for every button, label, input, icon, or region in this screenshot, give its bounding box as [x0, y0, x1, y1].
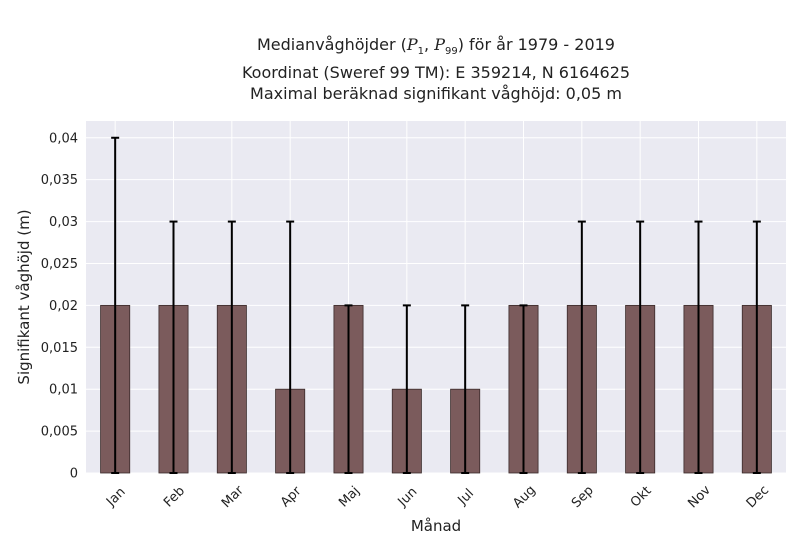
y-tick-label: 0,02	[49, 299, 78, 314]
error-bar-maj	[344, 304, 353, 474]
y-tick-label: 0,025	[41, 257, 78, 272]
y-tick-label: 0,005	[41, 425, 78, 440]
x-tick-label-aug: Aug	[510, 483, 539, 512]
x-tick-label-dec: Dec	[744, 483, 772, 511]
x-tick-label-jun: Jun	[395, 485, 421, 511]
error-bars	[111, 136, 761, 474]
title-line-2: Koordinat (Sweref 99 TM): E 359214, N 61…	[241, 63, 631, 83]
error-bar-nov	[694, 220, 703, 474]
x-tick-label-maj: Maj	[336, 484, 363, 511]
error-bar-sep	[577, 220, 586, 474]
x-axis-label: Månad	[411, 517, 461, 535]
plot-area	[86, 121, 786, 473]
x-axis-ticks: Jan Feb Mar Apr Maj Jun Jul Aug Sep Okt Nov Dec	[103, 483, 772, 512]
x-tick-label-sep: Sep	[569, 483, 597, 511]
y-axis-label: Signifikant våghöjd (m)	[15, 209, 33, 384]
title-line-3: Maximal beräknad signifikant våghöjd: 0,…	[250, 84, 622, 104]
x-tick-label-jan: Jan	[103, 485, 128, 510]
error-bar-jul	[461, 304, 470, 474]
y-tick-label: 0,015	[41, 341, 78, 356]
y-tick-label: 0,035	[41, 173, 78, 188]
error-bar-jun	[402, 304, 411, 474]
x-tick-label-okt: Okt	[628, 484, 655, 511]
y-tick-label: 0,01	[49, 383, 78, 398]
x-tick-label-nov: Nov	[685, 483, 714, 512]
error-bar-jan	[111, 136, 120, 474]
title-line-1: Medianvåghöjder (P1, P99) för år 1979 - …	[257, 35, 615, 58]
error-bar-mar	[227, 220, 236, 474]
error-bar-aug	[519, 304, 528, 474]
x-tick-label-jul: Jul	[455, 486, 477, 508]
error-bar-feb	[169, 220, 178, 474]
x-tick-label-mar: Mar	[219, 483, 247, 511]
y-axis-ticks: 0 0,005 0,01 0,015 0,02 0,025 0,03 0,035 0,04	[41, 131, 78, 481]
x-tick-label-feb: Feb	[161, 484, 188, 511]
error-bar-apr	[286, 220, 295, 474]
chart-title: Medianvåghöjder (P1, P99) för år 1979 - …	[86, 34, 786, 104]
y-tick-label: 0,03	[49, 215, 78, 230]
y-tick-label: 0	[70, 467, 78, 482]
x-tick-label-apr: Apr	[278, 483, 305, 510]
y-tick-label: 0,04	[49, 131, 78, 146]
error-bar-okt	[636, 220, 645, 474]
error-bar-dec	[752, 220, 761, 474]
